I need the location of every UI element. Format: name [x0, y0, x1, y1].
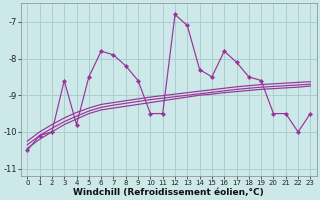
X-axis label: Windchill (Refroidissement éolien,°C): Windchill (Refroidissement éolien,°C): [74, 188, 264, 197]
